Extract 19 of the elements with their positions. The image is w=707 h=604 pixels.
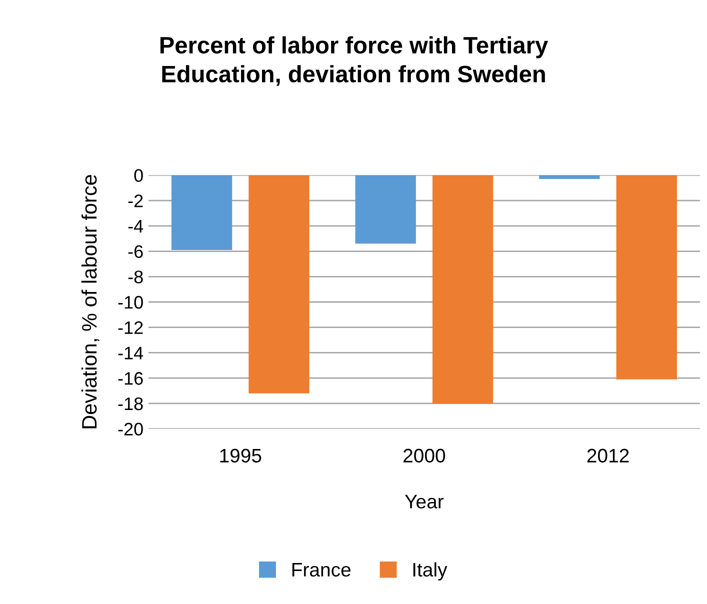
y-tick-label: 0 <box>134 169 143 182</box>
y-tick-label: -8 <box>128 270 143 284</box>
x-tick-label: 2000 <box>404 448 446 463</box>
chart-title: Percent of labor force with Tertiary Education, deviation from Sweden <box>160 36 548 86</box>
x-axis-title: Year <box>404 494 444 508</box>
y-tick-label: -16 <box>118 372 143 385</box>
legend-label: France <box>292 563 350 577</box>
y-tick-label: -12 <box>118 321 143 334</box>
y-tick-label: -4 <box>128 220 144 232</box>
y-tick-label: -6 <box>128 245 143 258</box>
y-tick-label: -2 <box>128 194 143 208</box>
x-tick-label: 1995 <box>220 448 262 463</box>
y-tick-label: -10 <box>118 296 143 309</box>
y-tick-label: -14 <box>118 346 144 360</box>
legend-label: Italy <box>413 562 448 580</box>
y-tick-label: -18 <box>118 397 143 410</box>
y-tick-label: -20 <box>118 422 143 436</box>
y-axis-title: Deviation, % of labour force <box>81 174 100 428</box>
x-tick-label: 2012 <box>587 448 629 463</box>
